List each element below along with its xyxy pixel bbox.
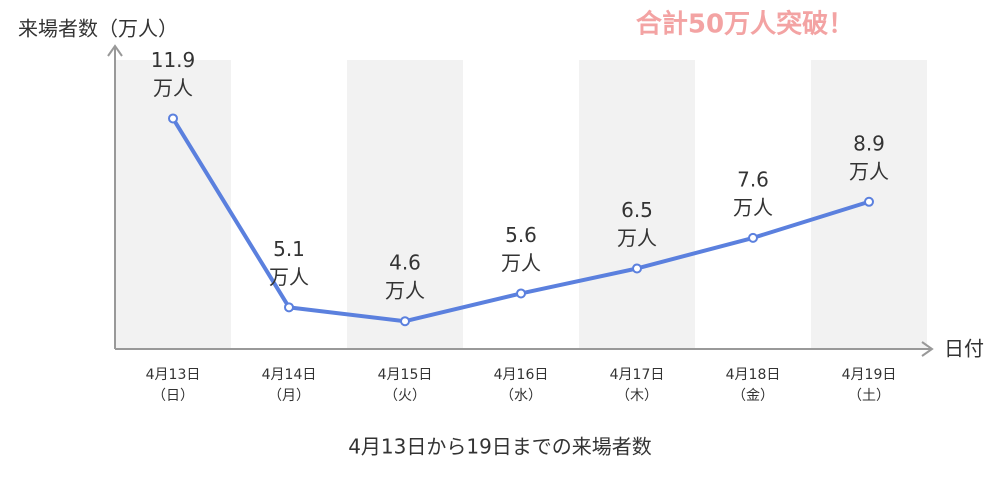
point: [400, 316, 410, 327]
x-arrow: [921, 341, 934, 357]
caption: 4月13日から19日までの来場者数: [348, 435, 652, 459]
band: [579, 60, 695, 349]
x-tick-sublabel: （木）: [616, 388, 658, 404]
x-tick-sublabel: （月）: [268, 388, 310, 404]
x-tick-label: 4月16日: [494, 367, 549, 383]
point: [748, 232, 758, 243]
data-label: 5.1: [273, 237, 305, 261]
x-tick-label: 4月15日: [378, 367, 433, 383]
point: [632, 263, 642, 274]
bands: [115, 60, 927, 349]
data-label-unit: 万人: [617, 226, 657, 250]
data-label-unit: 万人: [269, 265, 309, 289]
x-tick-sublabel: （日）: [152, 388, 194, 404]
x-tick-sublabel: （水）: [500, 388, 542, 404]
x-tick-sublabel: （土）: [848, 388, 890, 404]
annotation: 合計50万人突破！: [636, 9, 854, 40]
data-label: 4.6: [389, 251, 421, 275]
axes: [107, 44, 934, 357]
x-tick-label: 4月14日: [262, 367, 317, 383]
data-label-unit: 万人: [385, 279, 425, 303]
data-label-unit: 万人: [849, 159, 889, 183]
data-label-unit: 万人: [733, 195, 773, 219]
band: [347, 60, 463, 349]
data-label: 5.6: [505, 223, 537, 247]
data-label: 11.9: [151, 48, 196, 72]
x-tick-label: 4月19日: [842, 367, 897, 383]
data-label: 7.6: [737, 167, 769, 191]
y-axis-label: 来場者数（万人）: [18, 17, 178, 41]
point: [864, 196, 874, 207]
x-tick-label: 4月17日: [610, 367, 665, 383]
data-label-unit: 万人: [501, 251, 541, 275]
x-axis-label: 日付: [944, 337, 984, 361]
point: [168, 113, 178, 124]
x-tick-sublabel: （金）: [732, 388, 774, 404]
x-tick-label: 4月13日: [146, 367, 201, 383]
x-tick-label: 4月18日: [726, 367, 781, 383]
x-tick-sublabel: （火）: [384, 388, 426, 404]
data-label: 6.5: [621, 198, 653, 222]
y-arrow: [107, 44, 123, 57]
point: [284, 302, 294, 313]
data-label: 8.9: [853, 131, 885, 155]
band: [115, 60, 231, 349]
point: [516, 288, 526, 299]
data-label-unit: 万人: [153, 76, 193, 100]
